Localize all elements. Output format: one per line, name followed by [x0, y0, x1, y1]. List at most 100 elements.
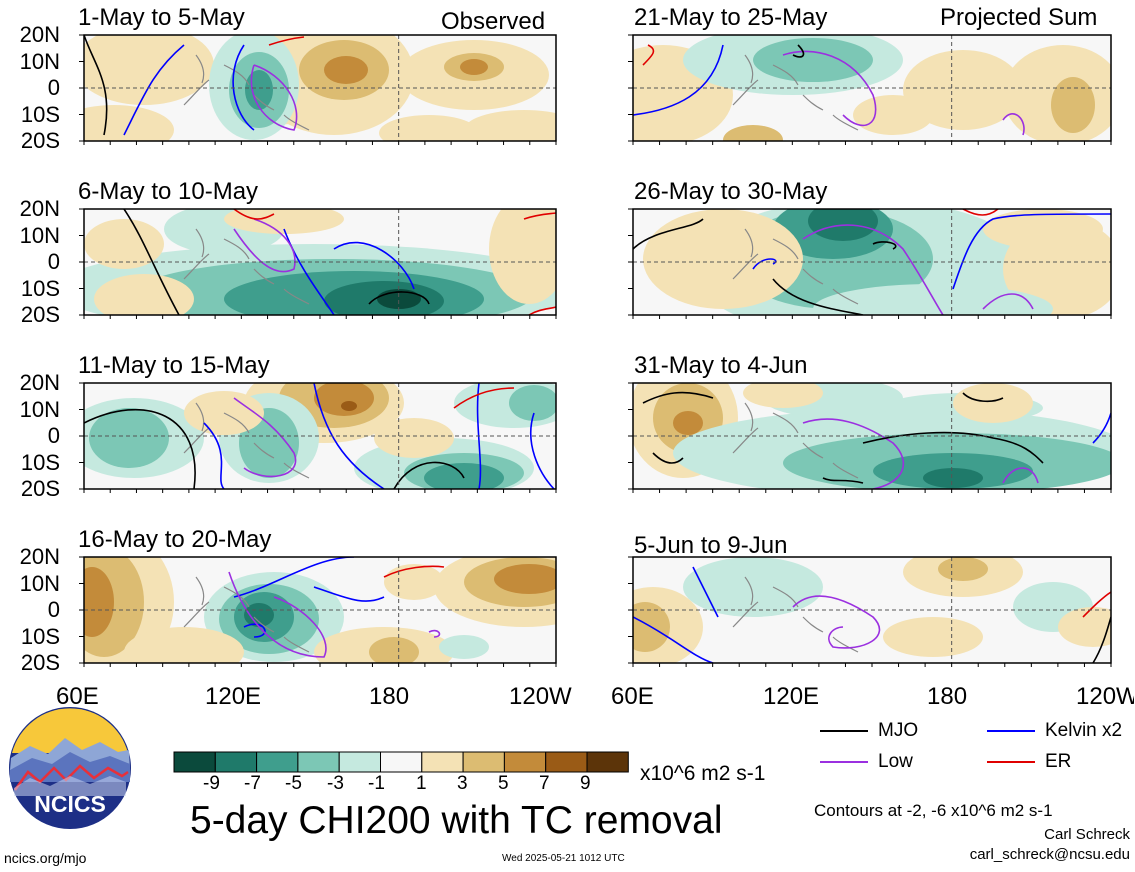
colorbar-tick: -3	[327, 773, 344, 794]
colorbar-swatch	[545, 751, 588, 773]
projected-label: Projected Sum	[940, 4, 1098, 31]
wave-contour	[692, 566, 719, 618]
wave-contour	[84, 408, 196, 489]
ytick-10s: 10S	[20, 102, 60, 127]
field-shading	[245, 70, 273, 110]
wave-contour	[313, 383, 385, 489]
field-shading	[683, 557, 823, 617]
wave-contour	[476, 383, 482, 489]
field-shading	[953, 383, 1033, 423]
field-shading	[324, 56, 368, 84]
colorbar-tick: 3	[457, 773, 468, 794]
wave-contour	[123, 209, 180, 315]
colorbar-tick: -1	[368, 773, 385, 794]
field-shading	[923, 468, 983, 488]
wave-contour	[203, 422, 225, 489]
xtick-180-right: 180	[927, 683, 968, 710]
wave-contour	[1082, 591, 1111, 618]
ytick-10s: 10S	[20, 276, 60, 301]
panel-obs2	[79, 208, 557, 319]
colorbar-tick: 5	[498, 773, 509, 794]
author-name: Carl Schreck	[1044, 826, 1130, 843]
wave-contour	[982, 293, 1034, 310]
colorbar-tick: 1	[416, 773, 427, 794]
panel-title-obs2: 6-May to 10-May	[78, 178, 259, 205]
wave-contour	[872, 241, 897, 250]
colorbar-swatch	[297, 751, 340, 773]
chart-title: 5-day CHI200 with TC removal	[190, 799, 723, 842]
source-url[interactable]: ncics.org/mjo	[4, 850, 87, 866]
wave-contour	[393, 461, 465, 489]
ytick-eq: 0	[47, 75, 60, 100]
colorbar-units: x10^6 m2 s-1	[640, 762, 766, 785]
panel-proj4	[628, 556, 1112, 667]
wave-contour	[233, 218, 296, 273]
ytick-20n: 20N	[19, 22, 60, 47]
colorbar-swatch	[338, 751, 382, 773]
wave-contour	[633, 218, 704, 250]
xtick-120w-left: 120W	[509, 683, 572, 710]
ytick-10n: 10N	[19, 571, 60, 596]
field-shading	[89, 408, 169, 468]
wave-contour	[802, 418, 905, 489]
contour-note: Contours at -2, -6 x10^6 m2 s-1	[814, 801, 1053, 820]
coastline	[183, 402, 310, 479]
field-shading	[643, 209, 803, 309]
wave-contour	[792, 44, 805, 58]
ytick-10s: 10S	[20, 624, 60, 649]
xtick-120w-right: 120W	[1076, 683, 1134, 710]
wave-contour	[333, 241, 415, 290]
observed-label: Observed	[441, 8, 546, 35]
legend-mjo-label: MJO	[878, 720, 919, 741]
wave-contour	[642, 44, 655, 66]
coastline	[183, 228, 310, 305]
colorbar-tick: -7	[244, 773, 261, 794]
field-shading	[723, 125, 783, 141]
field-shading	[124, 627, 244, 663]
wave-contour	[802, 224, 944, 315]
field-shading	[938, 557, 988, 581]
field-shading	[84, 219, 164, 269]
ytick-10n: 10N	[19, 49, 60, 74]
panel-title-obs3: 11-May to 15-May	[78, 352, 270, 379]
field-shading	[509, 385, 556, 421]
field-shading	[808, 209, 878, 241]
wave-contour	[633, 616, 714, 663]
colorbar-tick: -5	[285, 773, 302, 794]
field-shading	[314, 383, 374, 416]
wave-contour	[283, 228, 335, 315]
field-shading	[983, 209, 1103, 249]
wave-contour	[232, 44, 255, 131]
ytick-10s: 10S	[20, 450, 60, 475]
panel-title-proj3: 31-May to 4-Jun	[634, 352, 808, 379]
field-shading	[84, 105, 174, 141]
coastline	[732, 576, 859, 653]
wave-contour	[1002, 467, 1039, 484]
field-shading	[489, 209, 556, 304]
field-shading	[494, 564, 556, 594]
wave-contour	[962, 209, 999, 216]
wave-contour	[952, 213, 1111, 290]
coastline	[732, 402, 859, 479]
field-shading	[424, 463, 504, 489]
xtick-120e-left: 120E	[205, 683, 262, 710]
panel-obs1	[79, 34, 557, 145]
wave-contour	[530, 412, 555, 489]
colorbar-swatch	[173, 751, 216, 773]
panel-title-obs1: 1-May to 5-May	[78, 4, 245, 31]
colorbar-swatch	[462, 751, 505, 773]
wave-contour	[652, 452, 684, 464]
field-shading	[369, 637, 419, 663]
field-shading	[460, 59, 488, 75]
wave-contour	[752, 258, 777, 270]
legend-low-label: Low	[878, 751, 913, 772]
wave-contour	[1002, 113, 1025, 136]
wave-contour	[243, 623, 266, 638]
wave-contour	[1092, 412, 1111, 444]
panel-title-proj2: 26-May to 30-May	[634, 178, 828, 205]
ytick-10n: 10N	[19, 223, 60, 248]
ytick-eq: 0	[47, 249, 60, 274]
coastline	[183, 54, 310, 131]
wave-contour	[228, 571, 327, 658]
